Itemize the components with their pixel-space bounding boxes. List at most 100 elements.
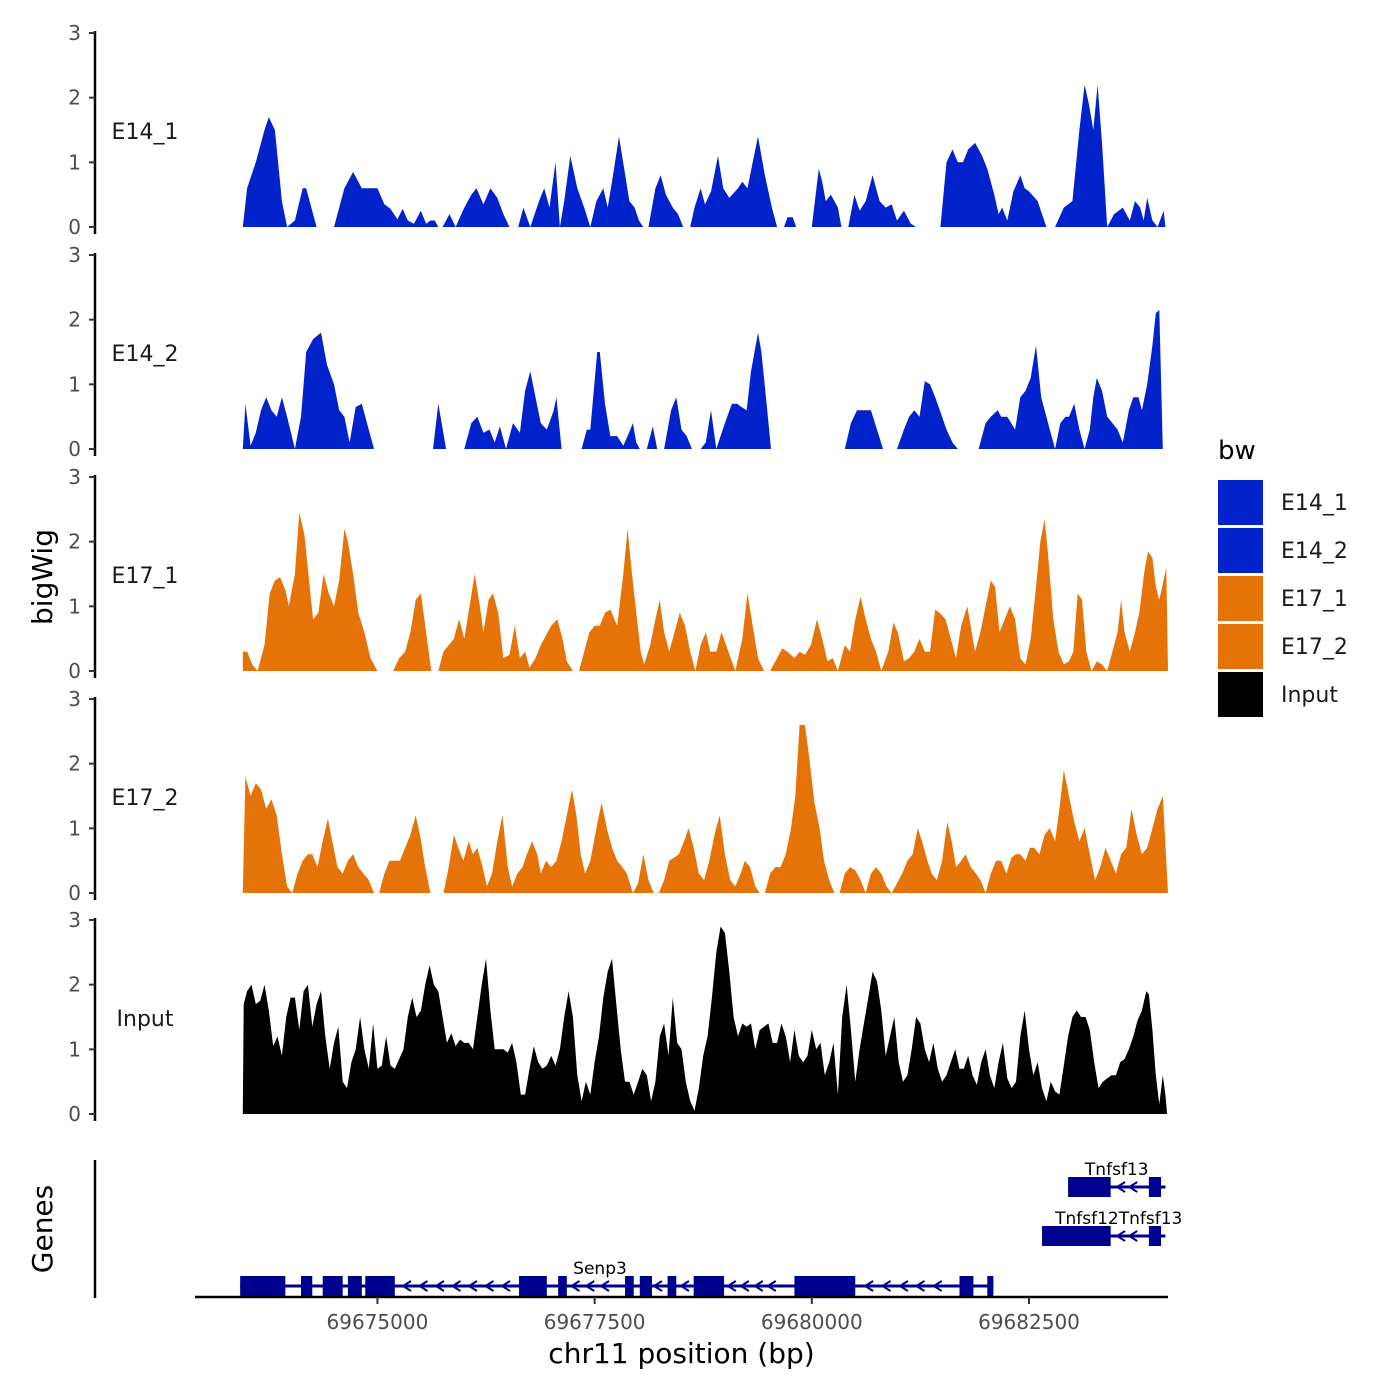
y-tick-label: 3 (68, 243, 81, 267)
legend-swatch (1218, 480, 1263, 525)
y-tick-label: 2 (68, 973, 81, 997)
strand-arrow (584, 1280, 595, 1292)
strand-arrow (483, 1280, 495, 1292)
track-label: E17_1 (112, 564, 179, 589)
y-tick-label: 3 (68, 21, 81, 45)
coverage-area-e14-1 (242, 84, 1166, 227)
x-tick-label: 69677500 (544, 1310, 646, 1334)
gene-exon (519, 1276, 547, 1296)
strand-arrow (880, 1280, 892, 1292)
strand-arrow (752, 1280, 764, 1292)
gene-exon (693, 1276, 725, 1296)
track-input: 0 1 2 3 Input (68, 908, 1168, 1126)
x-axis-title: chr11 position (bp) (548, 1337, 814, 1370)
gene-senp3: Senp3 (240, 1259, 994, 1296)
strand-arrow (652, 1280, 663, 1292)
y-tick-label: 2 (68, 752, 81, 776)
strand-arrow (401, 1280, 412, 1292)
y-tick-label: 2 (68, 530, 81, 554)
legend: bw E14_1 E14_2 E17_1 E17_2 Input (1218, 436, 1348, 717)
legend-title: bw (1218, 436, 1256, 466)
gene-exon (322, 1276, 343, 1296)
gene-exon (1042, 1226, 1111, 1246)
coverage-area-input (242, 926, 1168, 1114)
y-tick-label: 0 (68, 881, 81, 905)
track-label: E14_1 (112, 120, 179, 145)
genes-axis-title: Genes (26, 1185, 59, 1273)
gene-exon (300, 1276, 313, 1296)
strand-arrow (863, 1280, 874, 1292)
strand-arrow (1127, 1181, 1138, 1193)
gene-exon (1068, 1177, 1111, 1197)
legend-label: E14_1 (1281, 491, 1348, 516)
strand-arrow (739, 1280, 750, 1292)
gene-tnfsf13: Tnfsf13 (1068, 1160, 1166, 1197)
gene-label: Tnfsf12Tnfsf13 (1054, 1209, 1182, 1229)
gene-exon (625, 1276, 634, 1296)
legend-swatch (1218, 672, 1263, 717)
coverage-tracks: 0 1 2 3 E14_1 0 1 2 3 E14_2 0 1 2 3 E17_1 0 1 2 3 E17_2 0 1 2 3… (68, 21, 1169, 1126)
y-tick-label: 0 (68, 215, 81, 239)
track-e17-2: 0 1 2 3 E17_2 (68, 687, 1169, 905)
gene-exon (347, 1276, 362, 1296)
x-axis: 69675000 69677500 69680000 69682500 (195, 1295, 1168, 1334)
strand-arrow (726, 1280, 737, 1292)
y-tick-label: 0 (68, 437, 81, 461)
legend-label: E14_2 (1281, 539, 1348, 564)
gene-exon (240, 1276, 286, 1296)
strand-arrow (1127, 1230, 1138, 1242)
y-tick-label: 1 (68, 1037, 81, 1061)
gene-exon (558, 1276, 567, 1296)
gene-tnfsf12tnfsf13: Tnfsf12Tnfsf13 (1042, 1209, 1182, 1246)
gene-exon (667, 1276, 677, 1296)
track-e14-1: 0 1 2 3 E14_1 (68, 21, 1166, 239)
coverage-area-e17-2 (242, 724, 1169, 893)
track-e14-2: 0 1 2 3 E14_2 (68, 243, 1163, 461)
gene-label: Senp3 (573, 1259, 627, 1279)
strand-arrow (914, 1280, 925, 1292)
strand-arrow (1115, 1181, 1126, 1193)
strand-arrow (450, 1280, 462, 1292)
y-tick-label: 3 (68, 908, 81, 932)
genes-panel: Tnfsf13 Tnfsf12Tnfsf13 Senp3 (93, 1160, 1182, 1298)
track-label: E17_2 (112, 786, 179, 811)
legend-swatch (1218, 576, 1263, 621)
legend-label: Input (1281, 683, 1338, 708)
gene-exon (987, 1276, 994, 1296)
strand-arrow (1115, 1230, 1126, 1242)
coverage-area-e14-2 (242, 310, 1163, 449)
legend-swatch (1218, 528, 1263, 573)
gene-exon (959, 1276, 974, 1296)
strand-arrow (434, 1280, 445, 1292)
coverage-area-e17-1 (242, 512, 1169, 671)
gene-exon (794, 1276, 856, 1296)
gene-exon (1148, 1226, 1162, 1246)
gene-exon (365, 1276, 395, 1296)
y-tick-label: 3 (68, 465, 81, 489)
strand-arrow (599, 1280, 610, 1292)
strand-arrow (569, 1280, 581, 1292)
strand-arrow (765, 1280, 777, 1292)
y-tick-label: 0 (68, 1102, 81, 1126)
y-tick-label: 1 (68, 594, 81, 618)
track-label: Input (117, 1007, 174, 1032)
strand-arrow (467, 1280, 478, 1292)
y-tick-label: 3 (68, 687, 81, 711)
legend-swatch (1218, 624, 1263, 669)
strand-arrow (500, 1280, 511, 1292)
gene-exon (639, 1276, 652, 1296)
y-axis-title: bigWig (26, 529, 59, 625)
y-tick-label: 1 (68, 816, 81, 840)
x-tick-label: 69682500 (978, 1310, 1080, 1334)
legend-label: E17_1 (1281, 587, 1348, 612)
x-tick-label: 69675000 (327, 1310, 429, 1334)
y-tick-label: 1 (68, 372, 81, 396)
gene-exon (1148, 1177, 1162, 1197)
y-tick-label: 2 (68, 86, 81, 110)
track-e17-1: 0 1 2 3 E17_1 (68, 465, 1169, 683)
strand-arrow (417, 1280, 429, 1292)
y-tick-label: 2 (68, 308, 81, 332)
x-tick-label: 69680000 (761, 1310, 863, 1334)
